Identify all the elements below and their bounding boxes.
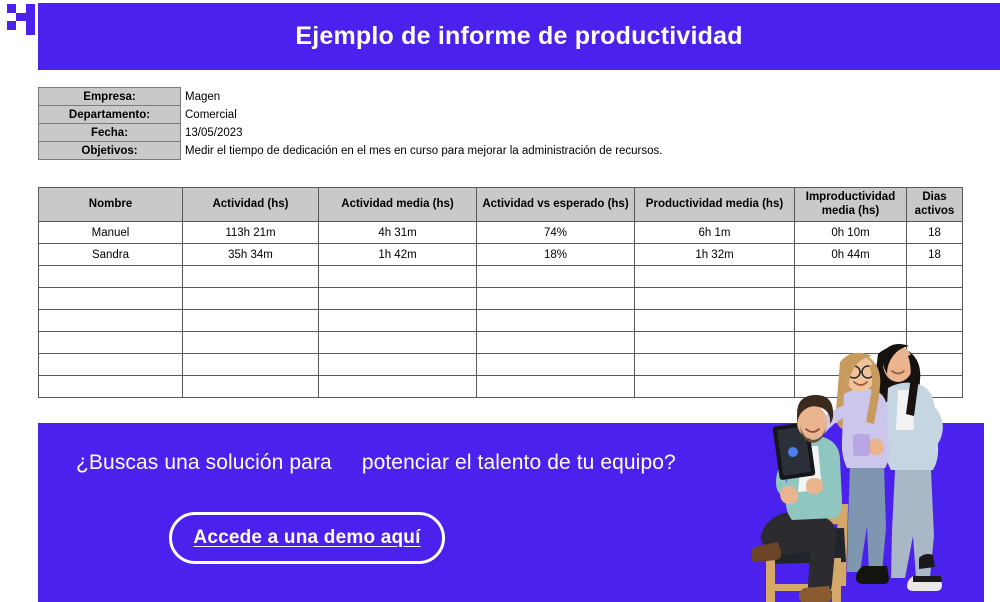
table-cell-empty — [634, 287, 795, 310]
page-title: Ejemplo de informe de productividad — [295, 21, 743, 50]
table-cell-empty — [476, 287, 635, 310]
meta-label-fecha: Fecha: — [38, 123, 181, 142]
table-cell-empty — [476, 353, 635, 376]
column-header-improductividad-media: Improductividad media (hs) — [794, 187, 907, 222]
table-cell-empty — [906, 331, 963, 354]
meta-value-departamento: Comercial — [180, 105, 663, 124]
table-cell-empty — [318, 375, 477, 398]
table-cell: 0h 44m — [794, 243, 907, 266]
meta-value-objetivos: Medir el tiempo de dedicación en el mes … — [180, 141, 663, 160]
meta-label-departamento: Departamento: — [38, 105, 181, 124]
meta-label-empresa: Empresa: — [38, 87, 181, 106]
table-cell: Sandra — [38, 243, 183, 266]
table-cell-empty — [906, 265, 963, 288]
meta-value-fecha: 13/05/2023 — [180, 123, 663, 142]
table-cell-empty — [794, 331, 907, 354]
table-row — [38, 265, 963, 288]
table-row: Manuel 113h 21m 4h 31m 74% 6h 1m 0h 10m 18 — [38, 221, 963, 244]
table-cell: 18 — [906, 221, 963, 244]
table-cell-empty — [634, 375, 795, 398]
table-cell-empty — [182, 265, 319, 288]
demo-cta-button[interactable]: Accede a una demo aquí — [169, 512, 445, 564]
table-cell-empty — [318, 287, 477, 310]
table-cell-empty — [794, 309, 907, 332]
productivity-table-head: Nombre Actividad (hs) Actividad media (h… — [38, 187, 963, 222]
table-cell-empty — [906, 287, 963, 310]
table-cell-empty — [182, 353, 319, 376]
table-cell-empty — [794, 375, 907, 398]
table-row — [38, 375, 963, 398]
table-row — [38, 309, 963, 332]
column-header-nombre: Nombre — [38, 187, 183, 222]
table-cell-empty — [38, 265, 183, 288]
table-cell-empty — [476, 375, 635, 398]
table-cell-empty — [182, 375, 319, 398]
table-cell: 113h 21m — [182, 221, 319, 244]
table-cell: 74% — [476, 221, 635, 244]
table-row: Fecha: 13/05/2023 — [38, 123, 663, 142]
table-cell: 4h 31m — [318, 221, 477, 244]
table-cell: 0h 10m — [794, 221, 907, 244]
table-cell: 1h 42m — [318, 243, 477, 266]
table-row — [38, 287, 963, 310]
table-cell: 6h 1m — [634, 221, 795, 244]
table-cell-empty — [634, 309, 795, 332]
table-cell-empty — [476, 265, 635, 288]
table-row: Objetivos: Medir el tiempo de dedicación… — [38, 141, 663, 160]
cta-heading: ¿Buscas una solución para potenciar el ta… — [76, 451, 796, 475]
report-meta-body: Empresa: Magen Departamento: Comercial F… — [38, 87, 663, 160]
table-cell-empty — [318, 265, 477, 288]
table-cell-empty — [38, 309, 183, 332]
column-header-actividad: Actividad (hs) — [182, 187, 319, 222]
company-logo — [6, 3, 36, 36]
column-header-actividad-vs-esperado: Actividad vs esperado (hs) — [476, 187, 635, 222]
table-cell-empty — [318, 309, 477, 332]
report-meta-table: Empresa: Magen Departamento: Comercial F… — [38, 87, 663, 160]
table-cell: 1h 32m — [634, 243, 795, 266]
table-cell-empty — [38, 331, 183, 354]
column-header-productividad-media: Productividad media (hs) — [634, 187, 795, 222]
cta-heading-part1: ¿Buscas una solución para — [76, 451, 332, 474]
table-cell-empty — [38, 287, 183, 310]
table-row — [38, 331, 963, 354]
table-cell: 18% — [476, 243, 635, 266]
table-cell-empty — [634, 331, 795, 354]
table-cell-empty — [906, 375, 963, 398]
meta-value-empresa: Magen — [180, 87, 663, 106]
table-cell: 35h 34m — [182, 243, 319, 266]
table-cell-empty — [906, 353, 963, 376]
column-header-dias-activos: Dias activos — [906, 187, 963, 222]
table-cell-empty — [38, 353, 183, 376]
table-cell-empty — [318, 331, 477, 354]
table-cell-empty — [182, 309, 319, 332]
column-header-actividad-media: Actividad media (hs) — [318, 187, 477, 222]
table-cell-empty — [182, 287, 319, 310]
cta-heading-part2: potenciar el talento de tu equipo? — [361, 451, 676, 474]
cta-banner: ¿Buscas una solución para potenciar el ta… — [38, 423, 962, 602]
table-cell: 18 — [906, 243, 963, 266]
report-header: Ejemplo de informe de productividad — [38, 3, 1000, 70]
table-row: Empresa: Magen — [38, 87, 663, 106]
table-cell-empty — [182, 331, 319, 354]
table-cell-empty — [476, 331, 635, 354]
table-row: Departamento: Comercial — [38, 105, 663, 124]
table-row — [38, 353, 963, 376]
meta-label-objetivos: Objetivos: — [38, 141, 181, 160]
table-cell-empty — [794, 265, 907, 288]
table-cell-empty — [794, 353, 907, 376]
table-cell-empty — [38, 375, 183, 398]
table-cell-empty — [634, 265, 795, 288]
table-cell-empty — [476, 309, 635, 332]
table-cell-empty — [318, 353, 477, 376]
table-cell-empty — [794, 287, 907, 310]
table-header-row: Nombre Actividad (hs) Actividad media (h… — [38, 187, 963, 222]
table-cell-empty — [634, 353, 795, 376]
table-row: Sandra 35h 34m 1h 42m 18% 1h 32m 0h 44m 18 — [38, 243, 963, 266]
table-cell-empty — [906, 309, 963, 332]
productivity-table: Nombre Actividad (hs) Actividad media (h… — [38, 187, 963, 398]
productivity-table-body: Manuel 113h 21m 4h 31m 74% 6h 1m 0h 10m 18 Sand… — [38, 221, 963, 398]
table-cell: Manuel — [38, 221, 183, 244]
